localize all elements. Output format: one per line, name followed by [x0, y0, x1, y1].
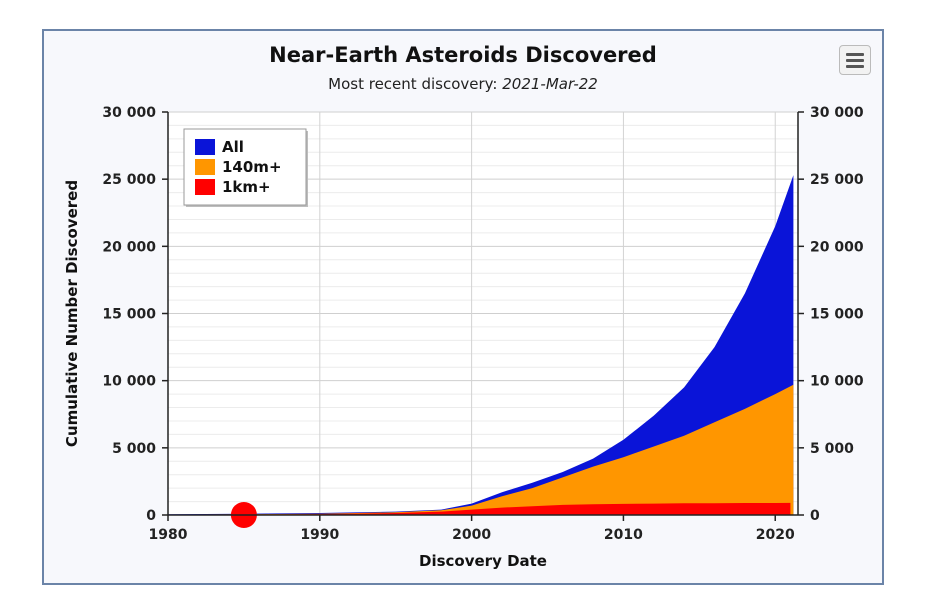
y-tick-label-right: 20 000	[810, 239, 864, 255]
hamburger-icon-bar	[846, 53, 864, 56]
y-tick-label-right: 5 000	[810, 441, 854, 457]
legend-label-0: All	[222, 138, 244, 156]
chart-frame: Near-Earth Asteroids Discovered Most rec…	[42, 29, 884, 585]
chart-menu-button[interactable]	[839, 45, 871, 75]
x-tick-label: 2000	[452, 527, 491, 543]
chart-title: Near-Earth Asteroids Discovered	[269, 43, 657, 67]
x-tick-label: 1980	[149, 527, 188, 543]
y-tick-label-right: 0	[810, 508, 820, 524]
y-tick-label-right: 25 000	[810, 172, 864, 188]
y-tick-label-right: 15 000	[810, 307, 864, 323]
subtitle-date: 2021-Mar-22	[502, 75, 598, 93]
x-tick-label: 2010	[604, 527, 643, 543]
subtitle-prefix: Most recent discovery:	[328, 75, 503, 93]
area-series-1	[168, 384, 794, 515]
legend-label-1: 140m+	[222, 158, 282, 176]
x-tick-label: 2020	[756, 527, 795, 543]
area-series-2	[168, 502, 791, 515]
legend-swatch-2	[195, 179, 215, 195]
x-tick-label: 1990	[300, 527, 339, 543]
y-axis-title: Cumulative Number Discovered	[63, 180, 81, 447]
area-series-0	[168, 175, 794, 515]
legend-label-2: 1km+	[222, 178, 271, 196]
legend-swatch-1	[195, 159, 215, 175]
legend-swatch-0	[195, 139, 215, 155]
y-tick-label-left: 20 000	[102, 239, 156, 255]
area-chart: 0 0 5 000 5 000 10 000 10 000 15 000 15 000 20 0…	[63, 105, 864, 570]
hamburger-icon-bar	[846, 65, 864, 68]
y-tick-label-left: 5 000	[112, 441, 156, 457]
y-tick-label-left: 30 000	[102, 105, 156, 121]
y-tick-label-left: 15 000	[102, 307, 156, 323]
hamburger-icon-bar	[846, 59, 864, 62]
x-axis-title: Discovery Date	[419, 552, 547, 570]
y-tick-label-left: 25 000	[102, 172, 156, 188]
y-tick-label-right: 30 000	[810, 105, 864, 121]
y-tick-label-left: 0	[146, 508, 156, 524]
y-tick-label-right: 10 000	[810, 374, 864, 390]
y-tick-label-left: 10 000	[102, 374, 156, 390]
chart-subtitle: Most recent discovery: 2021-Mar-22	[44, 75, 882, 93]
